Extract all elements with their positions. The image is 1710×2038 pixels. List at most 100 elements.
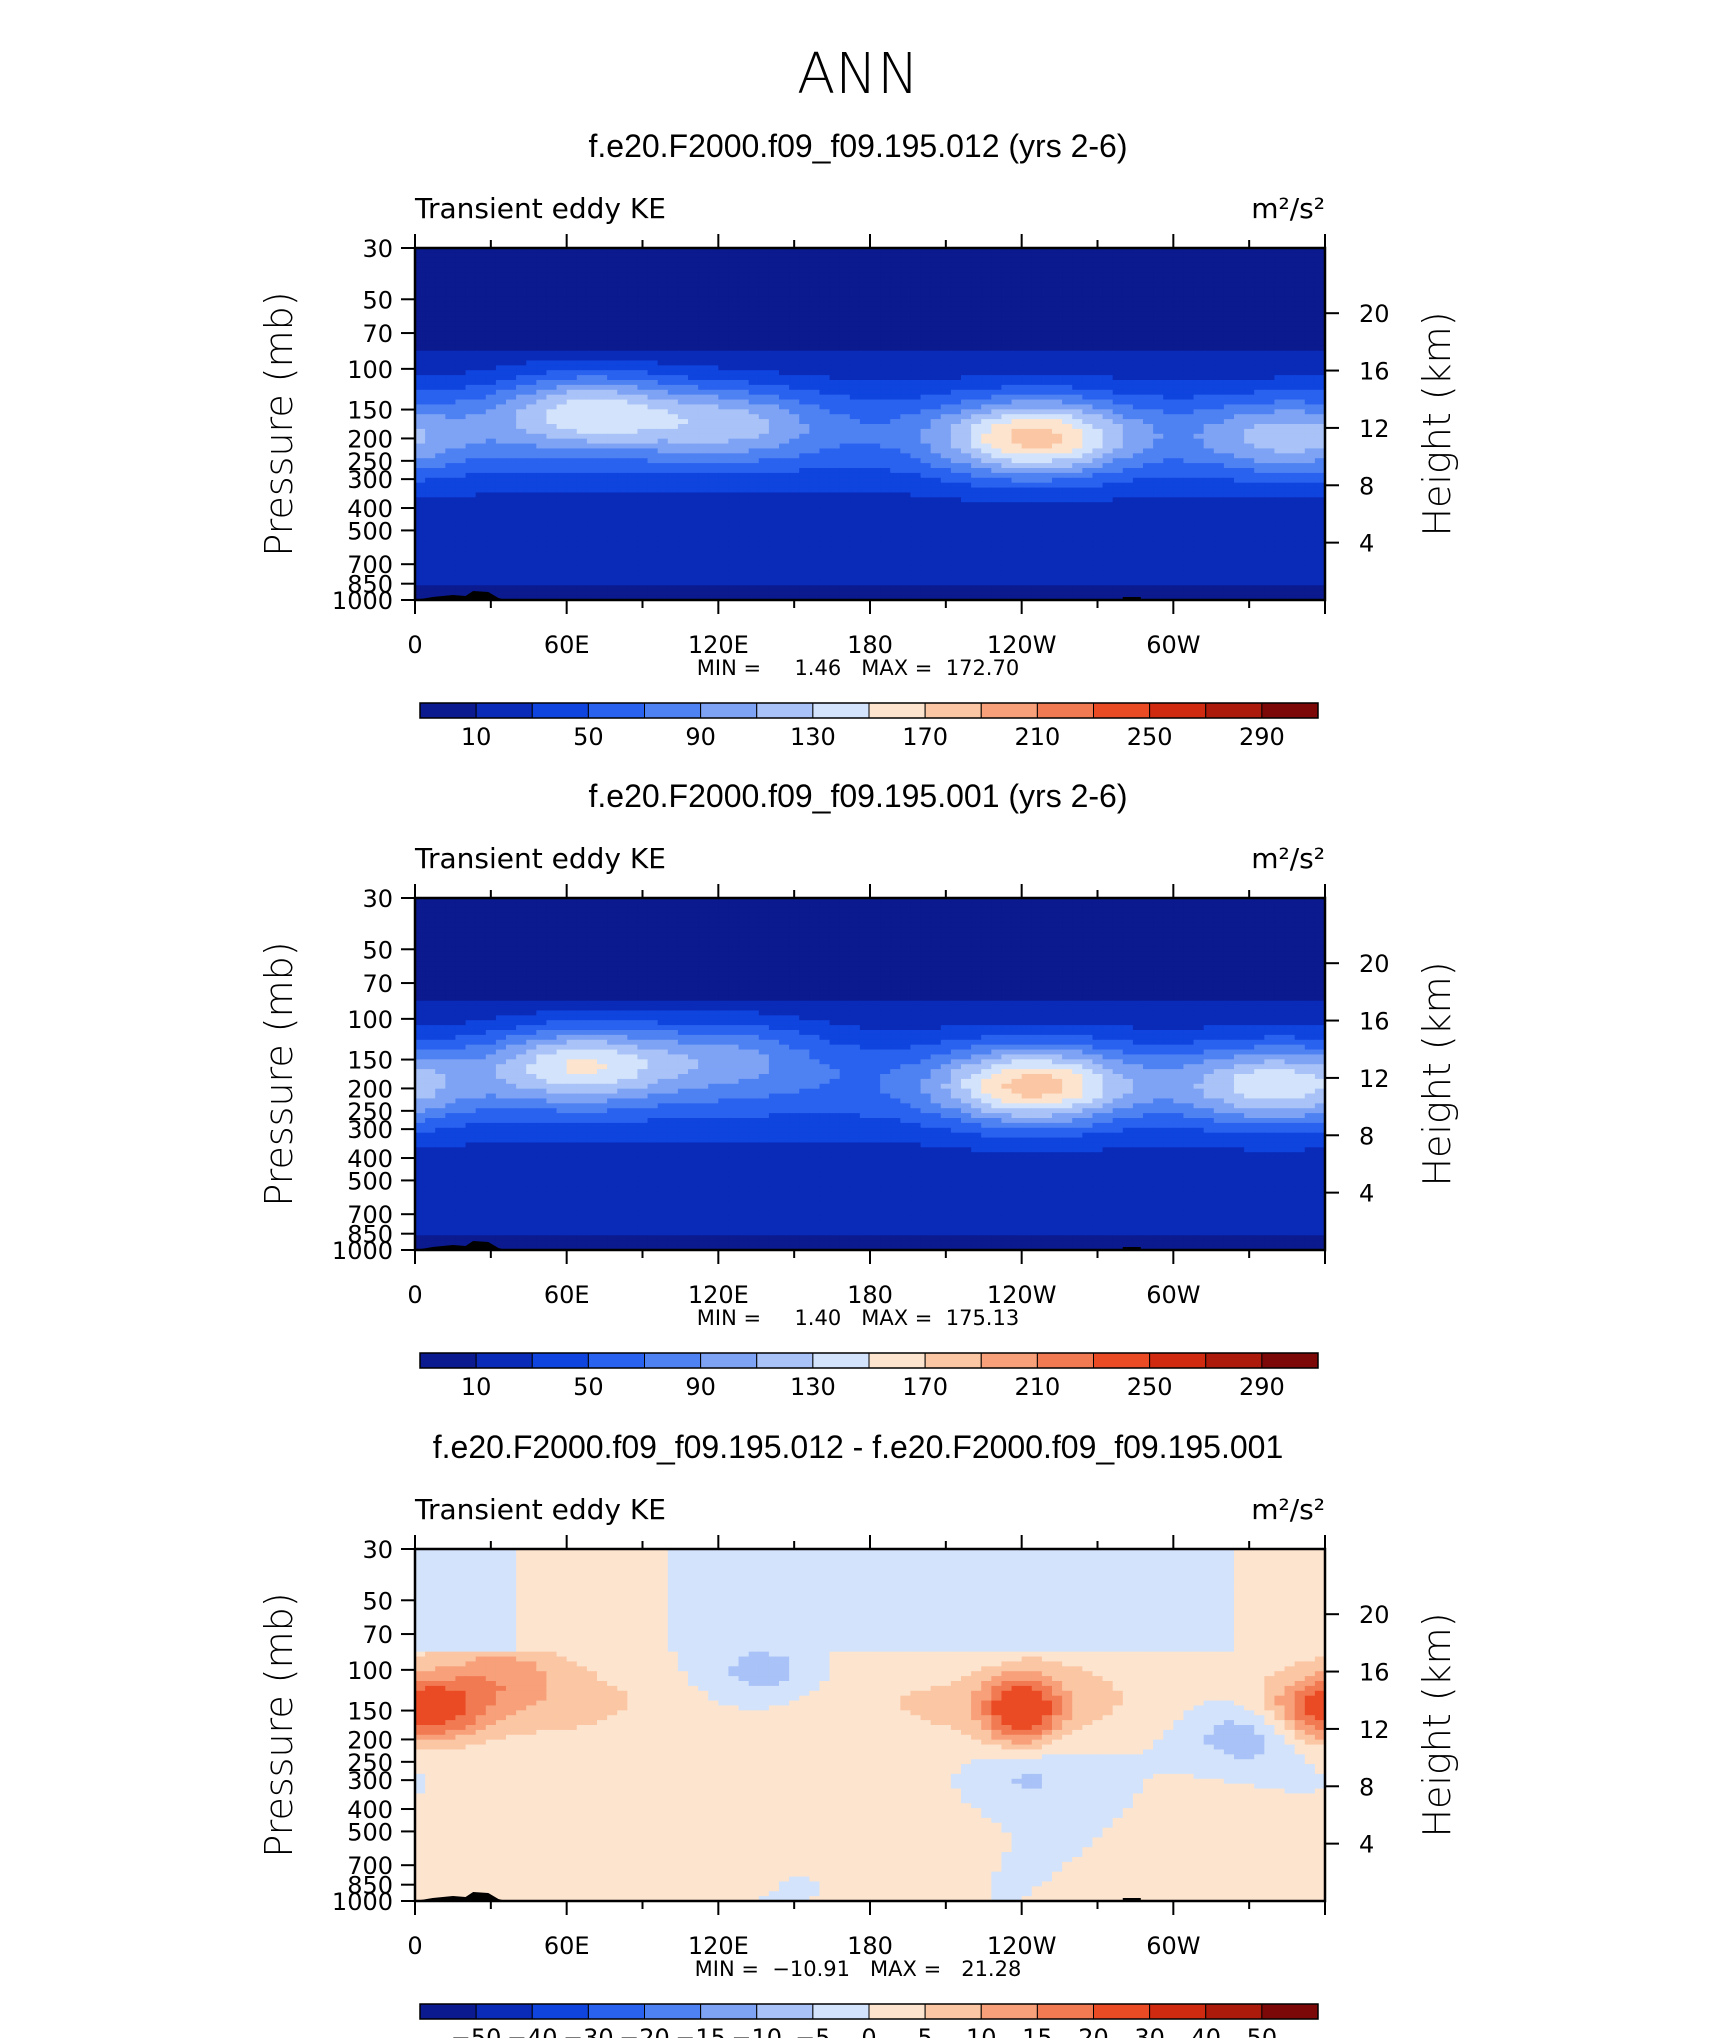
colorbar-label: −40 — [507, 2024, 558, 2038]
min-max-stats: MIN = −10.91 MAX = 21.28 — [695, 1957, 1022, 1981]
y2-tick-label-20: 20 — [1359, 300, 1390, 328]
y-tick-label-70: 70 — [362, 970, 393, 998]
y2-tick-label-16: 16 — [1359, 358, 1390, 386]
y2-axis-title: Height (km) — [1415, 961, 1459, 1186]
colorbar-swatch — [924, 702, 982, 719]
colorbar-label: 90 — [685, 723, 716, 751]
colorbar-swatch — [700, 2003, 758, 2020]
colorbar-label: 290 — [1239, 1373, 1285, 1401]
colorbar-label: 30 — [1134, 2024, 1165, 2038]
colorbar-swatch — [531, 702, 589, 719]
x-tick-label-120W: 120W — [987, 1932, 1057, 1960]
colorbar-swatch — [868, 2003, 926, 2020]
y-tick-label-400: 400 — [347, 495, 393, 523]
colorbar-label: 90 — [685, 1373, 716, 1401]
colorbar-swatch — [419, 2003, 477, 2020]
colorbar-label: 40 — [1190, 2024, 1221, 2038]
topography — [1122, 1898, 1141, 1901]
y2-tick-label-20: 20 — [1359, 1601, 1390, 1629]
colorbar-swatch — [587, 1352, 645, 1369]
x-tick-label-60W: 60W — [1146, 631, 1200, 659]
colorbar-swatch — [924, 1352, 982, 1369]
panel-3: f.e20.F2000.f09_f09.195.012 - f.e20.F200… — [257, 1429, 1459, 2038]
colorbar-label: 170 — [902, 1373, 948, 1401]
x-tick-label-120E: 120E — [688, 1281, 749, 1309]
contour-field — [415, 1549, 1326, 1902]
colorbar-label: −15 — [675, 2024, 726, 2038]
colorbar-swatch — [587, 702, 645, 719]
x-tick-label-120W: 120W — [987, 1281, 1057, 1309]
colorbar-label: 50 — [573, 723, 604, 751]
panels: f.e20.F2000.f09_f09.195.012 (yrs 2-6) Tra… — [257, 128, 1459, 2038]
x-tick-label-60E: 60E — [544, 1932, 590, 1960]
y2-tick-label-12: 12 — [1359, 1716, 1390, 1744]
panel-2: f.e20.F2000.f09_f09.195.001 (yrs 2-6) Tra… — [257, 778, 1459, 1401]
colorbar-swatch — [700, 702, 758, 719]
x-tick-label-60E: 60E — [544, 631, 590, 659]
colorbar-label: 20 — [1078, 2024, 1109, 2038]
colorbar-swatch — [980, 2003, 1038, 2020]
colorbar-swatch — [756, 2003, 814, 2020]
panel-variable-label: Transient eddy KE — [414, 192, 666, 225]
y-tick-label-150: 150 — [347, 1047, 393, 1075]
y-tick-label-850: 850 — [347, 1221, 393, 1249]
y2-tick-label-8: 8 — [1359, 1122, 1374, 1150]
panel-title: f.e20.F2000.f09_f09.195.012 (yrs 2-6) — [588, 128, 1127, 164]
panel-variable-label: Transient eddy KE — [414, 1493, 666, 1526]
y-axis-title: Pressure (mb) — [257, 941, 301, 1206]
colorbar-swatch — [587, 2003, 645, 2020]
colorbar-swatch — [868, 702, 926, 719]
y2-tick-label-16: 16 — [1359, 1659, 1390, 1687]
colorbar-swatch — [1036, 1352, 1094, 1369]
y2-tick-label-12: 12 — [1359, 1065, 1390, 1093]
colorbar-label: 5 — [917, 2024, 932, 2038]
colorbar: 10 50 90 130 170 210 250 290 — [419, 1352, 1319, 1401]
y-tick-label-1000: 1000 — [332, 587, 393, 615]
colorbar-swatch — [475, 702, 533, 719]
colorbar-label: 15 — [1022, 2024, 1053, 2038]
y-tick-label-850: 850 — [347, 1872, 393, 1900]
y-tick-label-150: 150 — [347, 1698, 393, 1726]
colorbar-swatch — [812, 2003, 870, 2020]
x-tick-label-180: 180 — [847, 631, 893, 659]
y-tick-label-70: 70 — [362, 1621, 393, 1649]
topography — [1122, 597, 1141, 600]
colorbar-swatch — [812, 702, 870, 719]
y-axis-title: Pressure (mb) — [257, 291, 301, 556]
y-tick-label-100: 100 — [347, 1657, 393, 1685]
colorbar-label: −30 — [563, 2024, 614, 2038]
min-max-stats: MIN = 1.46 MAX = 172.70 — [697, 656, 1019, 680]
y-tick-label-100: 100 — [347, 1006, 393, 1034]
colorbar-swatch — [1205, 1352, 1263, 1369]
y-tick-label-400: 400 — [347, 1796, 393, 1824]
y-tick-label-300: 300 — [347, 466, 393, 494]
panel-1: f.e20.F2000.f09_f09.195.012 (yrs 2-6) Tra… — [257, 128, 1459, 751]
colorbar-label: 170 — [902, 723, 948, 751]
colorbar-label: 210 — [1014, 723, 1060, 751]
colorbar-swatch — [1261, 1352, 1319, 1369]
y-tick-label-250: 250 — [347, 1098, 393, 1126]
x-tick-label-120E: 120E — [688, 1932, 749, 1960]
colorbar-label: 130 — [790, 723, 836, 751]
colorbar-swatch — [1149, 702, 1207, 719]
y-tick-label-700: 700 — [347, 551, 393, 579]
contour-field — [415, 898, 1326, 1251]
y2-tick-label-4: 4 — [1359, 1180, 1374, 1208]
y2-tick-label-12: 12 — [1359, 415, 1390, 443]
panel-title: f.e20.F2000.f09_f09.195.012 - f.e20.F200… — [433, 1429, 1283, 1465]
colorbar-label: 250 — [1127, 723, 1173, 751]
panel-units-label: m²/s² — [1251, 1493, 1325, 1526]
colorbar: 10 50 90 130 170 210 250 290 — [419, 702, 1319, 751]
colorbar-swatch — [419, 1352, 477, 1369]
panel-units-label: m²/s² — [1251, 842, 1325, 875]
colorbar-swatch — [700, 1352, 758, 1369]
x-tick-label-0: 0 — [407, 631, 422, 659]
y-tick-label-150: 150 — [347, 397, 393, 425]
colorbar-label: −10 — [731, 2024, 782, 2038]
contour-field — [415, 248, 1326, 601]
topography — [415, 1892, 506, 1901]
y-tick-label-30: 30 — [362, 235, 393, 263]
y2-tick-label-16: 16 — [1359, 1008, 1390, 1036]
colorbar-swatch — [1093, 2003, 1151, 2020]
